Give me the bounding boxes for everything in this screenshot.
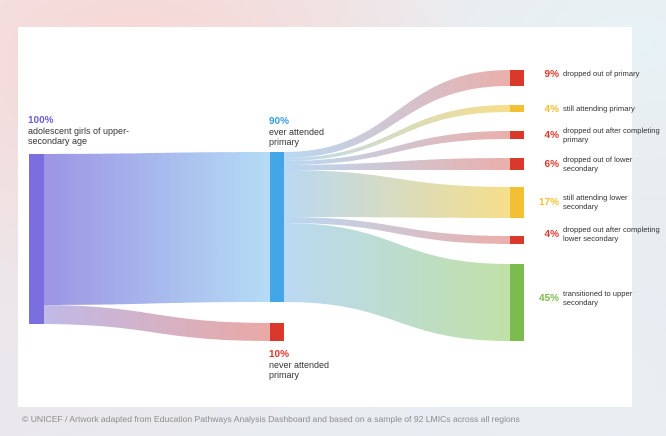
flow-source-to-attended <box>38 152 270 305</box>
outcome-dropped-after-lower-secondary: 4% dropped out after completing lower se… <box>533 225 663 243</box>
outcome-label: dropped out after completing lower secon… <box>563 225 660 243</box>
flow-to-dropped-lower-secondary <box>284 158 510 170</box>
outcome-label: dropped out of lower secondary <box>563 155 633 173</box>
source-description: adolescent girls of upper-secondary age <box>28 126 130 146</box>
outcome-label: transitioned to upper secondary <box>563 289 633 307</box>
outcome-bar-upper-secondary <box>510 264 524 341</box>
image-credit: © UNICEF / Artwork adapted from Educatio… <box>22 414 520 424</box>
outcome-bar-still-lower-secondary <box>510 187 524 218</box>
outcome-label: still attending lower secondary <box>563 193 628 211</box>
flow-to-upper-secondary <box>284 223 510 341</box>
outcome-still-lower-secondary: 17% still attending lower secondary <box>533 193 663 211</box>
flow-to-still-primary <box>284 105 510 161</box>
never-description: never attended primary <box>269 360 330 380</box>
outcome-percent: 4% <box>544 130 559 142</box>
never-node-bar <box>270 323 284 341</box>
outcome-bar-dropped-lower-secondary <box>510 158 524 170</box>
outcome-label: dropped out of primary <box>563 69 640 79</box>
source-node-label: 100% adolescent girls of upper-secondary… <box>28 115 138 147</box>
outcome-percent: 4% <box>544 229 559 241</box>
outcome-percent: 9% <box>544 69 559 80</box>
sankey-diagram <box>29 70 524 341</box>
attended-node-bar <box>270 152 284 302</box>
outcome-dropped-after-primary: 4% dropped out after completing primary <box>533 126 663 144</box>
flow-to-dropped-after-lower-secondary <box>284 217 510 244</box>
flow-source-to-never <box>38 305 270 341</box>
outcome-percent: 6% <box>544 159 559 171</box>
flow-to-dropped-after-primary <box>284 131 510 165</box>
attended-percent: 90% <box>269 116 290 127</box>
outcome-bar-dropped-after-lower-secondary <box>510 236 524 244</box>
never-percent: 10% <box>269 349 290 360</box>
outcome-transitioned-upper-secondary: 45% transitioned to upper secondary <box>533 289 663 307</box>
outcome-bar-dropped-after-primary <box>510 131 524 139</box>
outcome-dropped-lower-secondary: 6% dropped out of lower secondary <box>533 155 663 173</box>
outcome-percent: 45% <box>538 293 559 305</box>
outcome-bar-dropped-primary <box>510 70 524 86</box>
outcome-still-primary: 4% still attending primary <box>533 104 663 115</box>
sankey-card: 100% adolescent girls of upper-secondary… <box>18 27 660 424</box>
outcome-label: dropped out after completing primary <box>563 126 660 144</box>
source-percent: 100% <box>28 115 54 126</box>
outcome-bar-still-primary <box>510 105 524 112</box>
outcome-dropped-primary: 9% dropped out of primary <box>533 69 663 80</box>
flow-to-dropped-primary <box>284 70 510 158</box>
flow-to-still-lower-secondary <box>284 170 510 218</box>
outcome-percent: 17% <box>538 197 559 209</box>
never-node-label: 10% never attended primary <box>269 349 339 381</box>
source-node-bar <box>29 154 44 324</box>
outcome-percent: 4% <box>544 104 559 115</box>
outcome-label: still attending primary <box>563 104 635 114</box>
attended-node-label: 90% ever attended primary <box>269 116 339 148</box>
attended-description: ever attended primary <box>269 127 325 147</box>
